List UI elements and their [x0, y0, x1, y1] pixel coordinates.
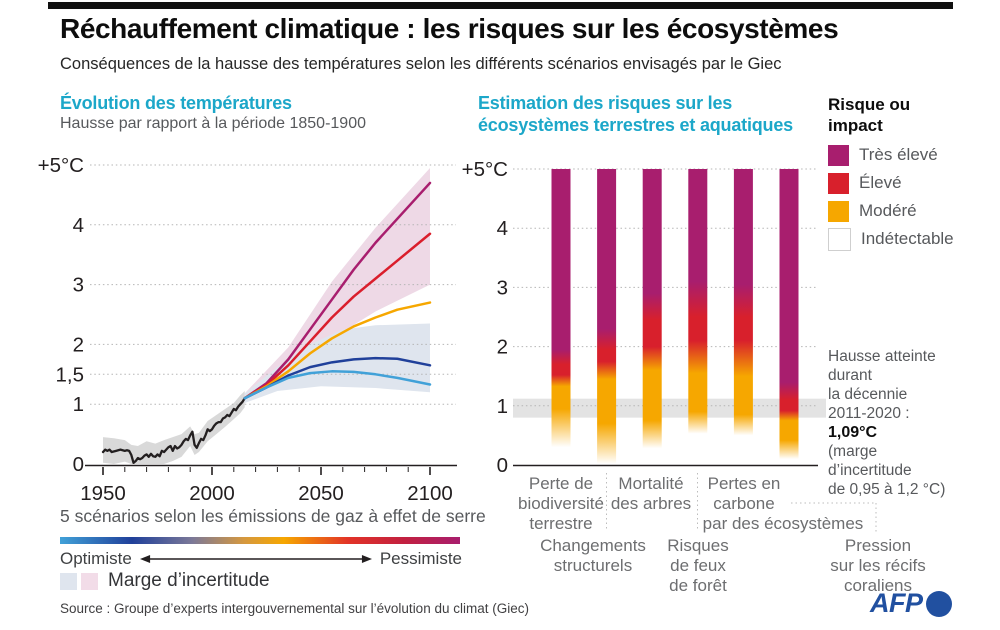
x-tick-label: 2100	[407, 482, 453, 505]
annotation-text: Hausse atteinte durant la décennie 2011-…	[828, 348, 936, 422]
double-arrow-icon	[139, 555, 372, 563]
uncertainty-swatch-pink	[81, 572, 98, 590]
bar-label-recifs: Pression sur les récifs coraliens	[830, 536, 926, 595]
y-tick-label: 4	[497, 217, 508, 240]
bar-label-changements: Changements structurels	[540, 536, 646, 575]
bar-label-feux: Risques de feux de forêt	[667, 536, 729, 595]
legend-label: Modéré	[859, 201, 917, 220]
optimism-gradient-scale	[60, 537, 460, 544]
warming-annotation: Hausse atteinte durant la décennie 2011-…	[828, 347, 1000, 499]
risk-legend-title: Risque ou impact	[828, 95, 911, 135]
risk-bar-2	[642, 169, 662, 449]
x-tick-label: 1950	[80, 482, 126, 505]
legend-label: Élevé	[859, 173, 902, 192]
legend-swatch-icon	[828, 227, 851, 251]
legend-label: Indétectable	[861, 229, 954, 248]
left-chart-title: Évolution des températures	[60, 93, 292, 113]
x-tick-label: 2050	[298, 482, 344, 505]
x-tick-label: 2000	[189, 482, 235, 505]
bar-label-carbone: Pertes en carbone	[707, 474, 781, 513]
scenarios-caption: 5 scénarios selon les émissions de gaz à…	[60, 506, 486, 526]
series-scenario-pessimiste	[243, 232, 432, 400]
legend-label: Très élevé	[859, 145, 938, 164]
right-chart-title: Estimation des risques sur les écosystèm…	[478, 93, 793, 135]
y-tick-label: 4	[73, 214, 84, 237]
band-incertitude-historique	[103, 391, 245, 464]
legend-item-2: Modéré	[828, 197, 998, 225]
band-incertitude-scenarios-pessimistes	[244, 167, 430, 404]
annotation-value: 1,09°C	[828, 424, 878, 441]
legend-swatch-icon	[828, 200, 849, 222]
uncertainty-swatch-blue	[60, 572, 77, 590]
afp-logo-text: AFP	[870, 588, 923, 618]
legend-item-1: Élevé	[828, 169, 998, 197]
risk-bar-0	[551, 169, 571, 448]
source-credit: Source : Groupe d’experts intergouvernem…	[60, 601, 529, 616]
series-observations-historiques	[101, 397, 246, 464]
legend-swatch-icon	[828, 172, 849, 194]
bar-label-carbone-suite: par des écosystèmes	[702, 514, 864, 533]
left-chart-subtitle: Hausse par rapport à la période 1850-190…	[60, 115, 366, 132]
page-subtitle: Conséquences de la hausse des températur…	[60, 55, 782, 73]
risk-bar-1	[597, 169, 617, 464]
y-tick-label: 3	[497, 276, 508, 299]
legend-item-0: Très élevé	[828, 141, 998, 169]
y-tick-label: 2	[73, 333, 84, 356]
uncertainty-legend: Marge d’incertitude	[60, 570, 270, 592]
y-tick-label: +5°C	[38, 154, 85, 177]
series-scenario-tres-pessimiste	[243, 181, 432, 400]
top-rule-bar	[48, 2, 953, 9]
scale-label-pessimiste: Pessimiste	[379, 549, 462, 568]
risk-legend: Risque ou impact Très élevé Élevé Modéré In…	[828, 94, 998, 253]
current-warming-band	[513, 398, 826, 418]
series-scenario-optimiste	[243, 356, 432, 400]
left-temperature-chart: +5°C 4 3 2 1,5 1 0 1950 2000 2050 2100	[38, 154, 457, 505]
y-tick-label: 2	[497, 336, 508, 359]
uncertainty-label: Marge d’incertitude	[108, 570, 270, 591]
y-tick-label: +5°C	[462, 158, 509, 181]
series-scenario-intermediaire	[243, 301, 432, 400]
page-title: Réchauffement climatique : les risques s…	[60, 13, 839, 44]
y-tick-label: 1,5	[56, 363, 85, 386]
series-scenario-tres-optimiste	[243, 370, 432, 400]
band-incertitude-scenarios-optimistes	[244, 323, 430, 404]
risk-bar-3	[688, 169, 708, 434]
afp-logo: AFP	[870, 588, 952, 619]
y-tick-label: 3	[73, 274, 84, 297]
bar-label-biodiversite: Perte de biodiversité terrestre	[518, 474, 604, 533]
afp-logo-circle-icon	[925, 590, 952, 617]
risk-bar-4	[733, 169, 753, 436]
annotation-margin: (marge d’incertitude de 0,95 à 1,2 °C)	[828, 443, 946, 498]
scale-label-optimiste: Optimiste	[60, 549, 132, 568]
legend-item-3: Indétectable	[828, 225, 998, 253]
bar-label-mortalite: Mortalité des arbres	[610, 474, 692, 513]
y-tick-label: 1	[73, 393, 84, 416]
legend-swatch-icon	[828, 144, 849, 166]
y-tick-label: 1	[497, 395, 508, 418]
y-tick-label: 0	[73, 453, 84, 476]
risk-legend-items: Très élevé Élevé Modéré Indétectable	[828, 141, 998, 253]
scale-axis-row: Optimiste Pessimiste	[60, 548, 462, 570]
risk-bar-5	[779, 169, 799, 460]
